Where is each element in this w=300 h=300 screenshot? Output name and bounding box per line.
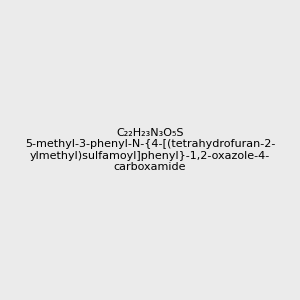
Text: C₂₂H₂₃N₃O₅S
5-methyl-3-phenyl-N-{4-[(tetrahydrofuran-2-
ylmethyl)sulfamoyl]pheny: C₂₂H₂₃N₃O₅S 5-methyl-3-phenyl-N-{4-[(tet…: [25, 128, 275, 172]
